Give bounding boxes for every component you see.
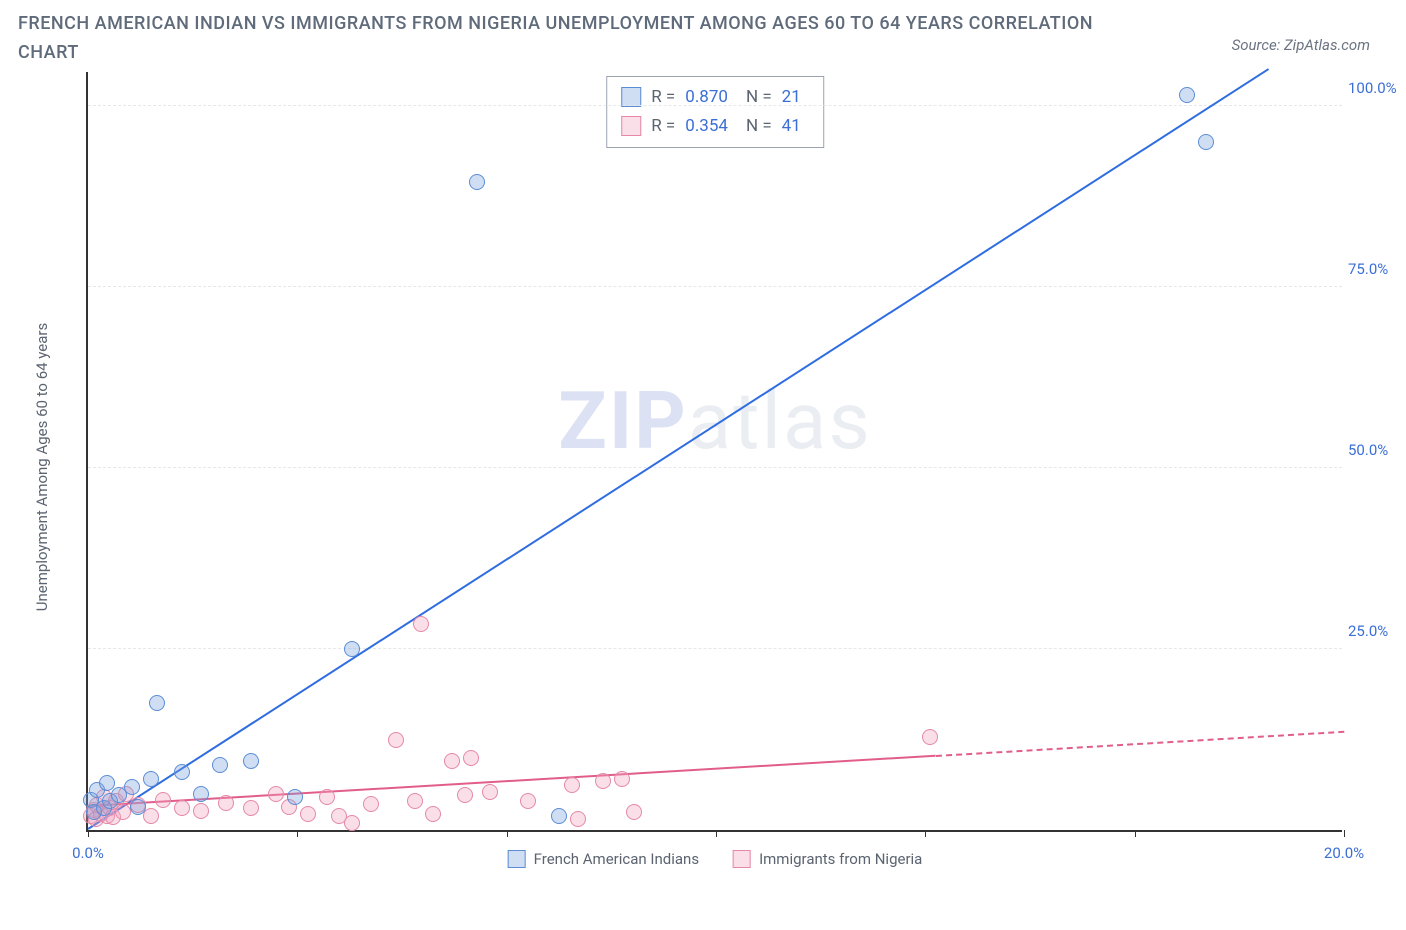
watermark: ZIPatlas — [558, 374, 871, 468]
gridline — [88, 105, 1342, 106]
data-point — [564, 777, 580, 793]
data-point — [174, 800, 190, 816]
x-tick — [88, 830, 89, 837]
data-point — [99, 775, 115, 791]
data-point — [407, 793, 423, 809]
x-tick — [1344, 830, 1345, 837]
data-point — [115, 804, 131, 820]
data-point — [124, 779, 140, 795]
gridline — [88, 286, 1342, 287]
data-point — [155, 792, 171, 808]
data-point — [174, 764, 190, 780]
x-tick — [507, 830, 508, 837]
plot-area: ZIPatlas R = 0.870 N = 21 R = 0.354 N = … — [86, 72, 1342, 832]
x-tick — [925, 830, 926, 837]
legend-item-a: French American Indians — [508, 850, 699, 868]
data-point — [344, 815, 360, 831]
data-point — [319, 789, 335, 805]
data-point — [626, 804, 642, 820]
data-point — [595, 773, 611, 789]
x-tick — [716, 830, 717, 837]
data-point — [551, 808, 567, 824]
trend-line — [87, 68, 1269, 830]
y-tick-label: 25.0% — [1348, 622, 1404, 640]
chart-title: FRENCH AMERICAN INDIAN VS IMMIGRANTS FRO… — [18, 10, 1118, 68]
correlation-legend: R = 0.870 N = 21 R = 0.354 N = 41 — [606, 76, 824, 148]
legend-row-a: R = 0.870 N = 21 — [621, 83, 809, 112]
data-point — [193, 786, 209, 802]
chart-container: Unemployment Among Ages 60 to 64 years Z… — [56, 72, 1376, 862]
data-point — [469, 174, 485, 190]
data-point — [363, 796, 379, 812]
legend-item-b: Immigrants from Nigeria — [733, 850, 922, 868]
data-point — [570, 811, 586, 827]
data-point — [482, 784, 498, 800]
x-tick — [297, 830, 298, 837]
data-point — [520, 793, 536, 809]
legend-row-b: R = 0.354 N = 41 — [621, 112, 809, 141]
y-tick-label: 75.0% — [1348, 260, 1404, 278]
data-point — [344, 641, 360, 657]
x-tick-label: 20.0% — [1324, 844, 1364, 862]
data-point — [614, 771, 630, 787]
data-point — [143, 771, 159, 787]
gridline — [88, 467, 1342, 468]
gridline — [88, 648, 1342, 649]
x-tick-label: 0.0% — [72, 844, 104, 862]
y-tick-label: 100.0% — [1348, 79, 1404, 97]
data-point — [193, 803, 209, 819]
data-point — [243, 800, 259, 816]
data-point — [218, 795, 234, 811]
data-point — [444, 753, 460, 769]
source-citation: Source: ZipAtlas.com — [1232, 36, 1370, 54]
data-point — [1198, 134, 1214, 150]
y-axis-label: Unemployment Among Ages 60 to 64 years — [33, 323, 51, 611]
swatch-series-b-icon — [733, 850, 751, 868]
data-point — [457, 787, 473, 803]
series-legend: French American Indians Immigrants from … — [508, 850, 923, 868]
x-tick — [1135, 830, 1136, 837]
y-tick-label: 50.0% — [1348, 441, 1404, 459]
data-point — [149, 695, 165, 711]
data-point — [463, 750, 479, 766]
data-point — [425, 806, 441, 822]
data-point — [1179, 87, 1195, 103]
swatch-series-a-icon — [508, 850, 526, 868]
data-point — [212, 757, 228, 773]
data-point — [413, 616, 429, 632]
data-point — [130, 799, 146, 815]
data-point — [388, 732, 404, 748]
swatch-series-b — [621, 116, 641, 136]
data-point — [922, 729, 938, 745]
data-point — [287, 789, 303, 805]
data-point — [268, 786, 284, 802]
trend-line — [936, 730, 1344, 756]
data-point — [243, 753, 259, 769]
data-point — [300, 806, 316, 822]
